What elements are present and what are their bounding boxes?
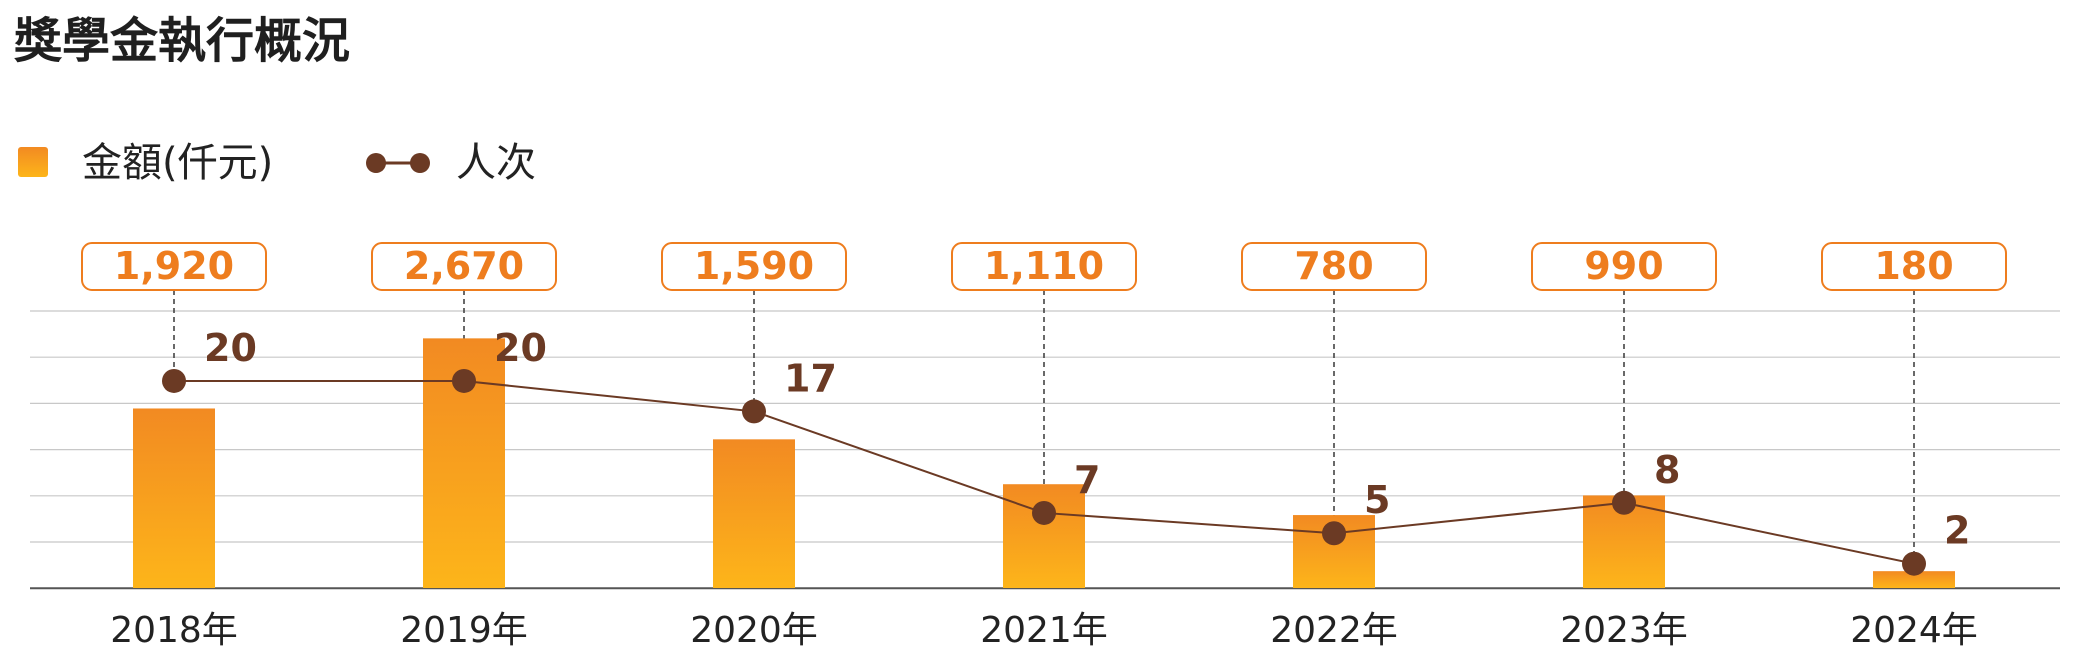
bar <box>1873 571 1955 588</box>
bar-value-label: 1,590 <box>694 244 814 288</box>
line-marker <box>1032 500 1056 525</box>
x-tick-label: 2018年 <box>110 610 238 651</box>
value-labels: 1,920 2,670 1,590 1,110 780 990 180 20 20 17 7 5 8 2 <box>81 242 2007 553</box>
bar-value-label: 990 <box>1584 244 1663 288</box>
legend-line-marker-left <box>366 153 386 173</box>
bar-value-box <box>81 242 267 291</box>
legend-bar-unit: (仟元) <box>162 140 273 186</box>
bar-value-box <box>951 242 1137 291</box>
bar-value-box <box>661 242 847 291</box>
line-marker <box>742 399 766 424</box>
line-value-label: 20 <box>204 326 257 370</box>
x-tick-label: 2024年 <box>1850 610 1978 651</box>
bar <box>713 439 795 588</box>
bar-value-label: 780 <box>1294 244 1373 288</box>
line-value-label: 7 <box>1074 458 1100 502</box>
x-tick-label: 2023年 <box>1560 610 1688 651</box>
bar-value-label: 1,920 <box>114 244 234 288</box>
line-value-label: 17 <box>784 356 837 400</box>
line-value-label: 5 <box>1364 478 1390 522</box>
bar <box>1003 484 1085 588</box>
chart-title: 獎學金執行概況 <box>14 13 350 69</box>
legend-bar-label: 金額 <box>82 140 162 186</box>
bar-value-box <box>1241 242 1427 291</box>
leader-lines <box>173 290 1915 564</box>
line-marker <box>1322 521 1346 546</box>
bar-value-label: 1,110 <box>984 244 1104 288</box>
line-value-label: 8 <box>1654 448 1680 492</box>
line-marker <box>1612 490 1636 515</box>
bar <box>133 408 215 588</box>
bar-value-box <box>1821 242 2007 291</box>
legend-line-label: 人次 <box>456 140 536 186</box>
line-series <box>162 368 1926 576</box>
bar-value-label: 180 <box>1874 244 1953 288</box>
line-marker <box>162 368 186 393</box>
bar-value-label: 2,670 <box>404 244 524 288</box>
x-tick-label: 2021年 <box>980 610 1108 651</box>
bar-value-box <box>371 242 557 291</box>
legend-line-marker-right <box>410 153 430 173</box>
x-tick-label: 2019年 <box>400 610 528 651</box>
line-value-label: 2 <box>1944 509 1970 553</box>
line-marker <box>452 368 476 393</box>
x-tick-label: 2020年 <box>690 610 818 651</box>
x-tick-label: 2022年 <box>1270 610 1398 651</box>
line-value-label: 20 <box>494 326 547 370</box>
x-axis: 2018年 2019年 2020年 2021年 2022年 2023年 2024年 <box>110 610 1978 651</box>
legend: 金額 (仟元) 人次 <box>18 140 536 186</box>
legend-bar-swatch <box>18 147 48 177</box>
bar-value-box <box>1531 242 1717 291</box>
line-marker <box>1902 551 1926 576</box>
